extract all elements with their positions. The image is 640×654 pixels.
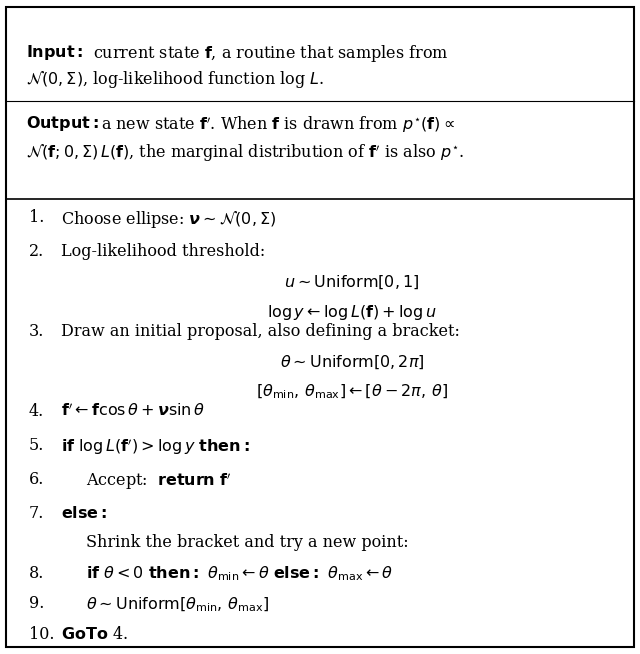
Text: 5.: 5. <box>29 437 44 454</box>
Text: $[\theta_{\min},\,\theta_{\max}] \leftarrow [\theta-2\pi,\,\theta]$: $[\theta_{\min},\,\theta_{\max}] \leftar… <box>256 383 448 401</box>
Text: 6.: 6. <box>29 471 44 488</box>
Text: $\mathbf{Input:}$: $\mathbf{Input:}$ <box>26 43 83 61</box>
Text: 1.: 1. <box>29 209 44 226</box>
Text: current state $\mathbf{f}$, a routine that samples from: current state $\mathbf{f}$, a routine th… <box>93 43 449 63</box>
Text: $\mathbf{f}' \leftarrow \mathbf{f}\cos\theta + \boldsymbol{\nu}\sin\theta$: $\mathbf{f}' \leftarrow \mathbf{f}\cos\t… <box>61 403 205 421</box>
Text: $\mathcal{N}(0,\Sigma)$, log-likelihood function log $L$.: $\mathcal{N}(0,\Sigma)$, log-likelihood … <box>26 69 324 90</box>
Text: $\mathbf{Output:}$: $\mathbf{Output:}$ <box>26 114 99 133</box>
Text: $\theta \sim \mathrm{Uniform}[0, 2\pi]$: $\theta \sim \mathrm{Uniform}[0, 2\pi]$ <box>280 354 424 371</box>
Text: 9.: 9. <box>29 595 44 612</box>
Text: $\mathbf{if}$ $\theta < 0$ $\mathbf{then:}$ $\theta_{\min}\leftarrow\theta$ $\ma: $\mathbf{if}$ $\theta < 0$ $\mathbf{then… <box>86 564 394 583</box>
Text: Log-likelihood threshold:: Log-likelihood threshold: <box>61 243 265 260</box>
Text: 2.: 2. <box>29 243 44 260</box>
Text: 10.: 10. <box>29 626 54 643</box>
Text: $\mathcal{N}(\mathbf{f};0,\Sigma)\,L(\mathbf{f})$, the marginal distribution of : $\mathcal{N}(\mathbf{f};0,\Sigma)\,L(\ma… <box>26 143 464 164</box>
Text: 8.: 8. <box>29 564 44 581</box>
Text: Draw an initial proposal, also defining a bracket:: Draw an initial proposal, also defining … <box>61 323 460 340</box>
Text: $\theta \sim \mathrm{Uniform}[\theta_{\min},\,\theta_{\max}]$: $\theta \sim \mathrm{Uniform}[\theta_{\m… <box>86 595 269 613</box>
Text: $\mathbf{GoTo}$ 4.: $\mathbf{GoTo}$ 4. <box>61 626 128 643</box>
Text: 7.: 7. <box>29 505 44 522</box>
Text: $\log y \leftarrow \log L(\mathbf{f}) + \log u$: $\log y \leftarrow \log L(\mathbf{f}) + … <box>268 303 436 322</box>
Text: 4.: 4. <box>29 403 44 420</box>
Text: 3.: 3. <box>29 323 44 340</box>
Text: Shrink the bracket and try a new point:: Shrink the bracket and try a new point: <box>86 534 409 551</box>
Text: a new state $\mathbf{f}^{\prime}$. When $\mathbf{f}$ is drawn from $p^{\star}(\m: a new state $\mathbf{f}^{\prime}$. When … <box>101 114 455 135</box>
Text: Choose ellipse: $\boldsymbol{\nu} \sim \mathcal{N}(0,\Sigma)$: Choose ellipse: $\boldsymbol{\nu} \sim \… <box>61 209 276 230</box>
Text: Accept:  $\mathbf{return}$ $\mathbf{f}^{\prime}$: Accept: $\mathbf{return}$ $\mathbf{f}^{\… <box>86 471 232 492</box>
Text: $u \sim \mathrm{Uniform}[0,1]$: $u \sim \mathrm{Uniform}[0,1]$ <box>284 274 420 291</box>
Text: $\mathbf{else:}$: $\mathbf{else:}$ <box>61 505 108 522</box>
FancyBboxPatch shape <box>6 7 634 647</box>
Text: $\mathbf{if}$ $\log L(\mathbf{f}^{\prime}) > \log y$ $\mathbf{then:}$: $\mathbf{if}$ $\log L(\mathbf{f}^{\prime… <box>61 437 250 457</box>
